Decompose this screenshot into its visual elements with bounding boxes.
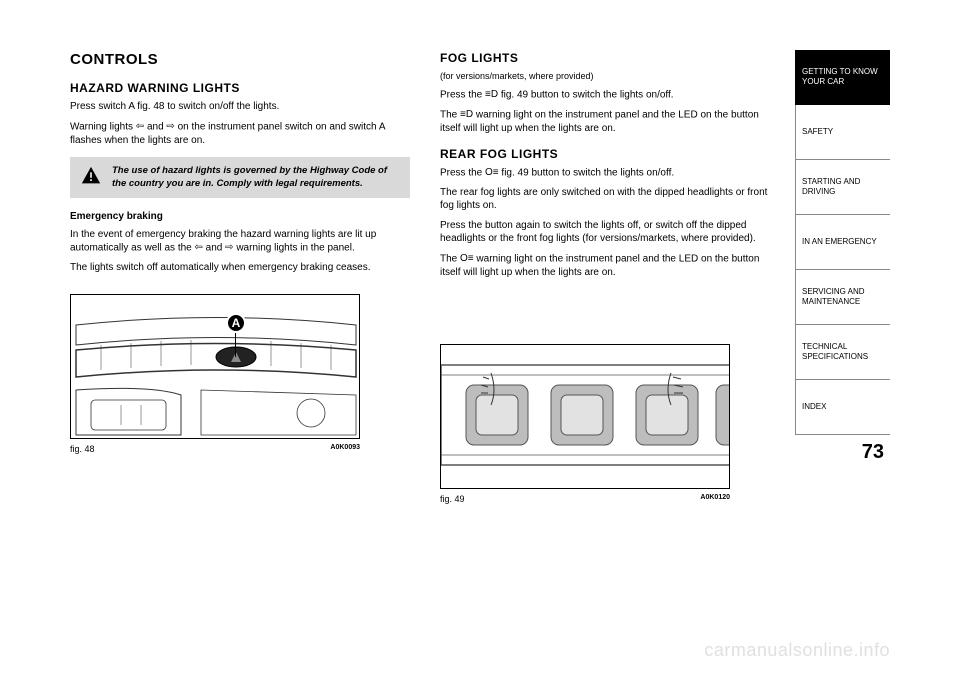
hazard-p1: Press switch A fig. 48 to switch on/off …	[70, 100, 410, 114]
column-right: FOG LIGHTS (for versions/markets, where …	[440, 50, 780, 650]
arrow-left-icon: ⇦	[195, 241, 203, 255]
fog-lights-heading: FOG LIGHTS	[440, 50, 780, 66]
figure-48-image: A	[70, 294, 360, 439]
warning-text: The use of hazard lights is governed by …	[112, 165, 400, 190]
section-tabs: GETTING TO KNOW YOUR CAR SAFETY STARTING…	[795, 50, 890, 650]
arrow-left-icon: ⇦	[136, 120, 144, 134]
emergency-p1: In the event of emergency braking the ha…	[70, 228, 410, 255]
tab-technical[interactable]: TECHNICAL SPECIFICATIONS	[795, 325, 890, 380]
warning-callout: The use of hazard lights is governed by …	[70, 157, 410, 198]
watermark-text: carmanualsonline.info	[704, 640, 890, 661]
front-fog-icon: ≡D	[485, 88, 498, 102]
hazard-p2: Warning lights ⇦ and ⇨ on the instrument…	[70, 120, 410, 147]
page-number: 73	[795, 435, 890, 464]
tab-emergency[interactable]: IN AN EMERGENCY	[795, 215, 890, 270]
figure-48: A	[70, 294, 410, 455]
emergency-p2: The lights switch off automatically when…	[70, 261, 410, 275]
hazard-heading: HAZARD WARNING LIGHTS	[70, 80, 410, 96]
arrow-right-icon: ⇨	[225, 241, 233, 255]
figure-49-image	[440, 344, 730, 489]
fig48-svg	[71, 295, 360, 439]
column-left: CONTROLS HAZARD WARNING LIGHTS Press swi…	[70, 50, 410, 650]
rear-fog-icon: O≡	[485, 166, 499, 180]
fig-48-label: fig. 48	[70, 443, 95, 455]
rear-fog-icon: O≡	[460, 252, 474, 266]
front-fog-icon: ≡D	[460, 108, 473, 122]
tab-index[interactable]: INDEX	[795, 380, 890, 435]
figure-49-caption: fig. 49 A0K0120	[440, 493, 730, 505]
content-area: CONTROLS HAZARD WARNING LIGHTS Press swi…	[70, 50, 780, 650]
fig-49-label: fig. 49	[440, 493, 465, 505]
emergency-braking-heading: Emergency braking	[70, 210, 410, 224]
manual-page: CONTROLS HAZARD WARNING LIGHTS Press swi…	[70, 50, 890, 650]
arrow-right-icon: ⇨	[166, 120, 174, 134]
fog-p2: The ≡D warning light on the instrument p…	[440, 108, 780, 135]
rear-fog-p4: The O≡ warning light on the instrument p…	[440, 252, 780, 279]
rear-fog-p2: The rear fog lights are only switched on…	[440, 186, 780, 213]
tab-servicing[interactable]: SERVICING AND MAINTENANCE	[795, 270, 890, 325]
warning-triangle-icon	[80, 165, 102, 187]
rear-fog-p3: Press the button again to switch the lig…	[440, 219, 780, 246]
controls-heading: CONTROLS	[70, 50, 410, 70]
figure-49: fig. 49 A0K0120	[440, 344, 780, 505]
fog-lights-sub: (for versions/markets, where provided)	[440, 70, 780, 82]
fog-p1: Press the ≡D fig. 49 button to switch th…	[440, 88, 780, 102]
tab-getting-to-know[interactable]: GETTING TO KNOW YOUR CAR	[795, 50, 890, 105]
figure-48-caption: fig. 48 A0K0093	[70, 443, 360, 455]
fig-48-code: A0K0093	[330, 443, 360, 455]
rear-fog-p1: Press the O≡ fig. 49 button to switch th…	[440, 166, 780, 180]
fig-49-code: A0K0120	[700, 493, 730, 505]
rear-fog-heading: REAR FOG LIGHTS	[440, 146, 780, 162]
tab-safety[interactable]: SAFETY	[795, 105, 890, 160]
fig49-svg	[441, 345, 730, 489]
tab-starting-driving[interactable]: STARTING AND DRIVING	[795, 160, 890, 215]
marker-a-line	[235, 333, 236, 357]
